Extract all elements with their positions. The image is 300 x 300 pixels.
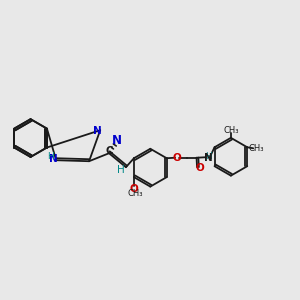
Text: N: N (93, 126, 102, 136)
Text: O: O (195, 163, 204, 173)
Text: N: N (204, 153, 212, 163)
Text: H: H (205, 152, 212, 160)
Text: O: O (173, 153, 182, 163)
Text: H: H (117, 165, 125, 175)
Text: C: C (106, 146, 113, 156)
Text: CH₃: CH₃ (127, 189, 143, 198)
Text: CH₃: CH₃ (223, 126, 238, 135)
Text: N: N (49, 154, 58, 164)
Text: CH₃: CH₃ (249, 144, 265, 153)
Text: H: H (47, 152, 54, 161)
Text: O: O (130, 184, 138, 194)
Text: N: N (112, 134, 122, 147)
